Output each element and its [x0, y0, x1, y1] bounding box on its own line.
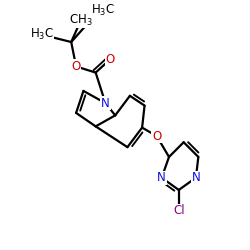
Text: CH$_3$: CH$_3$ [69, 12, 93, 28]
Text: H$_3$C: H$_3$C [30, 27, 54, 42]
Text: O: O [152, 130, 162, 143]
Text: N: N [157, 171, 166, 184]
Text: H$_3$C: H$_3$C [91, 3, 115, 18]
Text: O: O [106, 53, 115, 66]
Text: O: O [72, 60, 81, 73]
Text: Cl: Cl [173, 204, 184, 217]
Text: N: N [192, 171, 200, 184]
Text: N: N [101, 97, 110, 110]
